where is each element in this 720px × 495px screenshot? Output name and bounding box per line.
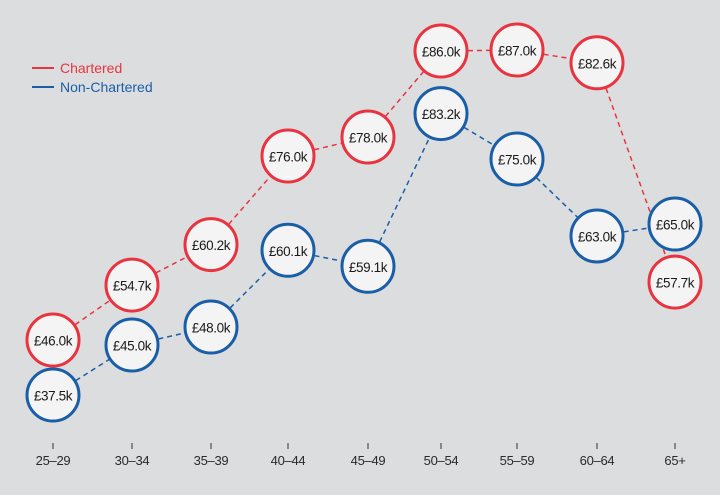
chartered-marker xyxy=(413,23,469,79)
non-chartered-point: £75.0k xyxy=(489,131,545,187)
data-label: £78.0k xyxy=(349,131,388,146)
chartered-marker xyxy=(340,109,396,165)
data-label: £37.5k xyxy=(34,389,73,404)
non-chartered-marker xyxy=(647,196,703,252)
data-label: £65.0k xyxy=(656,218,695,233)
non-chartered-connector xyxy=(367,113,442,267)
chartered-point: £46.0k xyxy=(25,312,81,368)
data-label: £45.0k xyxy=(113,339,152,354)
non-chartered-marker xyxy=(569,208,625,264)
data-label: £87.0k xyxy=(498,44,537,59)
x-tick-label: 35–39 xyxy=(194,453,229,468)
chartered-marker xyxy=(104,257,160,313)
legend: Chartered Non-Chartered xyxy=(32,60,153,95)
non-chartered-marker xyxy=(25,367,81,423)
non-chartered-marker xyxy=(340,238,396,294)
series-points: £46.0k £54.7k £60.2k £76.0k £78.0k £86.0k £87.… xyxy=(25,22,703,423)
data-label: £82.6k xyxy=(578,56,617,71)
non-chartered-point: £37.5k xyxy=(25,367,81,423)
chartered-marker xyxy=(183,217,239,273)
non-chartered-connector xyxy=(52,344,133,396)
non-chartered-point: £48.0k xyxy=(183,299,239,355)
chartered-connector xyxy=(52,284,133,341)
non-chartered-marker xyxy=(260,222,316,278)
data-label: £63.0k xyxy=(578,230,617,245)
data-label: £48.0k xyxy=(192,321,231,336)
data-label: £57.7k xyxy=(656,276,695,291)
chartered-point: £82.6k xyxy=(569,35,625,91)
x-tick-label: 40–44 xyxy=(271,453,306,468)
chartered-marker xyxy=(260,128,316,184)
x-tick-label: 45–49 xyxy=(351,453,386,468)
x-axis: 25–29 30–34 35–39 40–44 45–49 50–54 55–59 60–64… xyxy=(36,443,686,468)
chartered-marker xyxy=(25,312,81,368)
chartered-marker xyxy=(569,35,625,91)
x-tick-label: 25–29 xyxy=(36,453,71,468)
x-tick-label: 50–54 xyxy=(424,453,459,468)
legend-label-non-chartered: Non-Chartered xyxy=(60,79,153,95)
x-tick-label: 30–34 xyxy=(115,453,150,468)
chartered-point: £86.0k xyxy=(413,23,469,79)
non-chartered-marker xyxy=(413,86,469,142)
non-chartered-marker xyxy=(489,131,545,187)
non-chartered-marker xyxy=(104,317,160,373)
non-chartered-point: £60.1k xyxy=(260,222,316,278)
chartered-point: £54.7k xyxy=(104,257,160,313)
x-tick-label: 55–59 xyxy=(500,453,535,468)
chartered-marker xyxy=(489,22,545,78)
chartered-point: £87.0k xyxy=(489,22,545,78)
chartered-point: £76.0k xyxy=(260,128,316,184)
x-tick-label: 60–64 xyxy=(580,453,615,468)
non-chartered-point: £63.0k xyxy=(569,208,625,264)
non-chartered-marker xyxy=(183,299,239,355)
chartered-point: £78.0k xyxy=(340,109,396,165)
non-chartered-point: £65.0k xyxy=(647,196,703,252)
data-label: £76.0k xyxy=(269,150,308,165)
data-label: £46.0k xyxy=(34,334,73,349)
data-label: £59.1k xyxy=(349,260,388,275)
non-chartered-point: £83.2k xyxy=(413,86,469,142)
chartered-marker xyxy=(647,254,703,310)
data-label: £83.2k xyxy=(422,107,461,122)
legend-label-chartered: Chartered xyxy=(60,60,122,76)
data-label: £86.0k xyxy=(422,45,461,60)
non-chartered-point: £59.1k xyxy=(340,238,396,294)
chartered-point: £57.7k xyxy=(647,254,703,310)
non-chartered-point: £45.0k xyxy=(104,317,160,373)
data-label: £54.7k xyxy=(113,279,152,294)
data-label: £60.2k xyxy=(192,238,231,253)
data-label: £60.1k xyxy=(269,244,308,259)
chartered-point: £60.2k xyxy=(183,217,239,273)
x-tick-label: 65+ xyxy=(664,453,685,468)
data-label: £75.0k xyxy=(498,153,537,168)
